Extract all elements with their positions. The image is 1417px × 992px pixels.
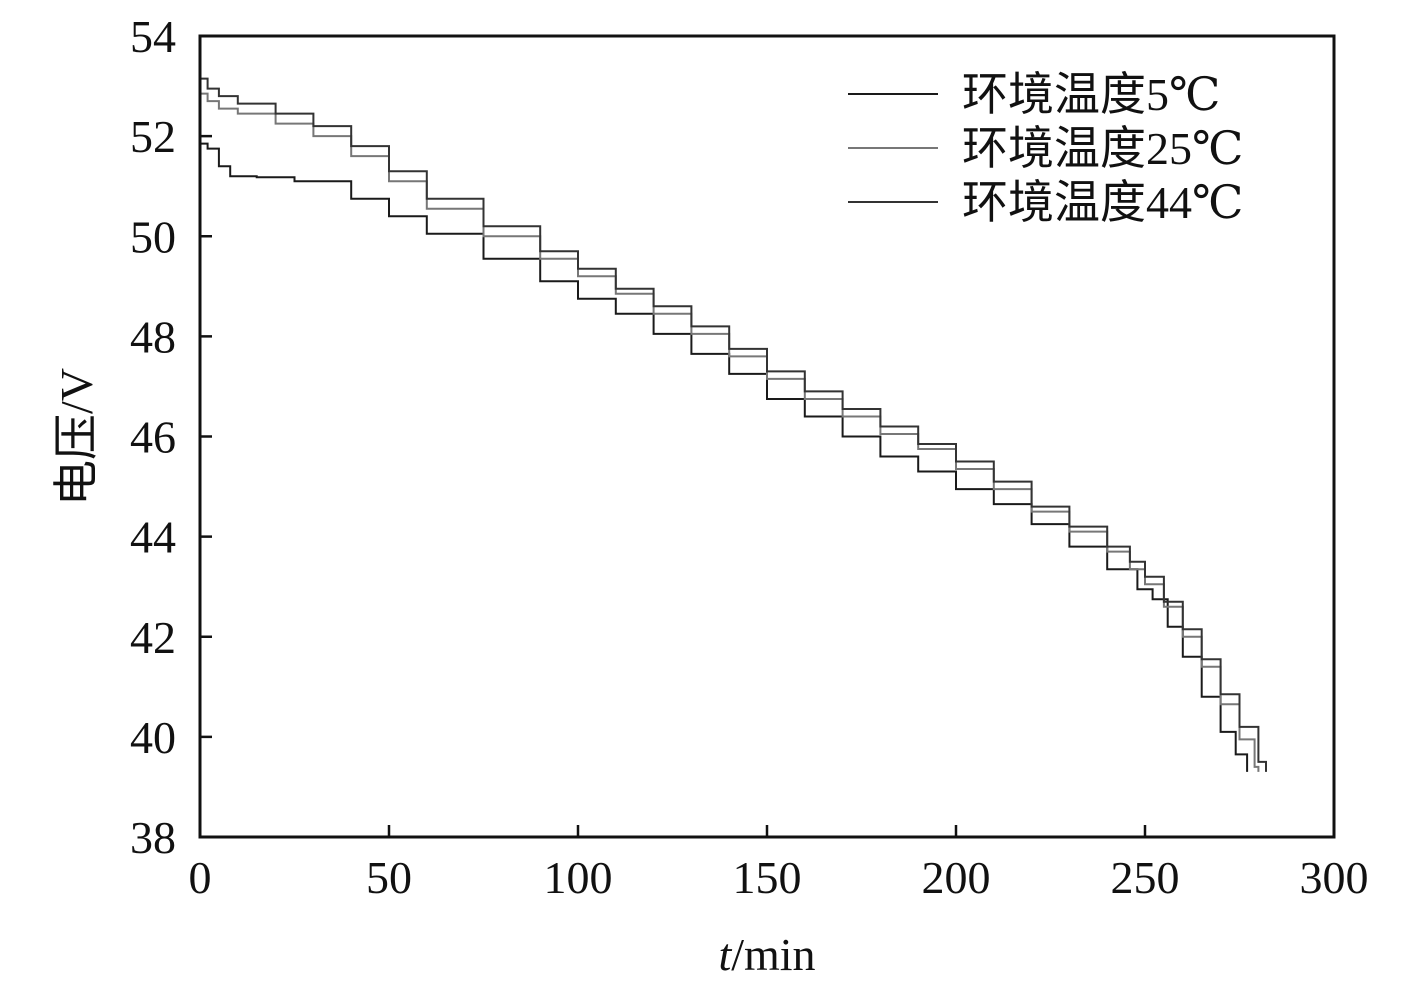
x-tick-label: 50 xyxy=(366,852,412,903)
y-tick-label: 44 xyxy=(130,512,176,563)
legend-label-2: 环境温度25℃ xyxy=(962,123,1243,174)
y-axis-title: 电压/V xyxy=(51,368,102,506)
x-tick-label: 300 xyxy=(1300,852,1369,903)
y-tick-label: 46 xyxy=(130,412,176,463)
y-tick-label: 50 xyxy=(130,211,176,262)
y-tick-label: 40 xyxy=(130,712,176,763)
y-tick-label: 54 xyxy=(130,11,176,62)
y-tick-label: 38 xyxy=(130,812,176,863)
x-tick-label: 250 xyxy=(1111,852,1180,903)
series-line-3 xyxy=(200,77,1267,772)
x-axis-title-unit: /min xyxy=(731,929,815,980)
y-axis: 38 40 42 44 46 48 50 52 54 xyxy=(130,11,212,863)
x-axis: 0 50 100 150 200 250 300 xyxy=(189,825,1369,903)
y-tick-label: 52 xyxy=(130,111,176,162)
legend-label-1: 环境温度5℃ xyxy=(962,69,1220,120)
x-tick-label: 100 xyxy=(544,852,613,903)
series-layer xyxy=(200,77,1267,772)
series-line-1 xyxy=(200,142,1249,772)
y-tick-label: 48 xyxy=(130,311,176,362)
x-axis-title-italic: t xyxy=(718,929,732,980)
y-tick-label: 42 xyxy=(130,612,176,663)
legend-label-3: 环境温度44℃ xyxy=(962,177,1243,228)
x-axis-title: t/min xyxy=(718,929,815,980)
x-tick-label: 150 xyxy=(733,852,802,903)
x-tick-label: 0 xyxy=(189,852,212,903)
x-tick-label: 200 xyxy=(922,852,991,903)
